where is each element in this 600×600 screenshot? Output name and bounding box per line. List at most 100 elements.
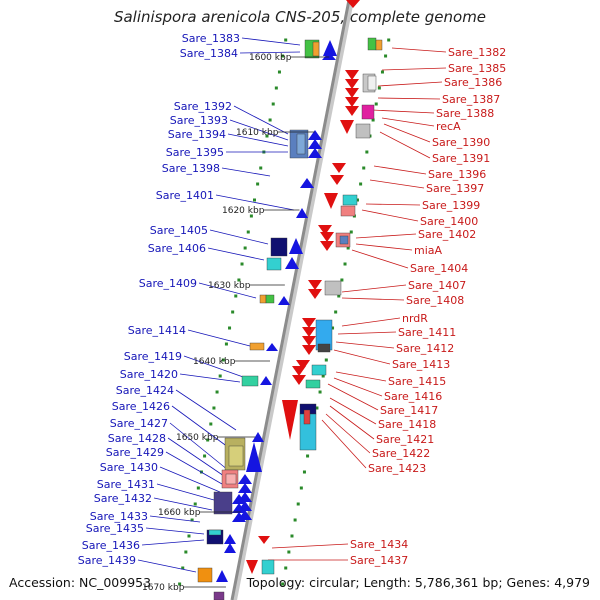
gene-arrow-reverse [324, 193, 338, 209]
gene-label-right: Sare_1408 [406, 294, 464, 307]
tick-mark-left [187, 534, 191, 538]
gene-block [261, 559, 275, 575]
connector-right [341, 284, 407, 293]
gene-label-right: Sare_1437 [350, 554, 408, 567]
gene-label-right: Sare_1391 [432, 152, 490, 165]
connector-right [377, 81, 443, 87]
gene-label-right: Sare_1382 [448, 46, 506, 59]
tick-mark-left [203, 454, 207, 458]
tick-mark-left [256, 182, 260, 186]
gene-arrow-forward [285, 257, 299, 269]
tick-mark-left [265, 134, 269, 138]
tick-mark-left [196, 486, 200, 490]
connector-right [271, 543, 349, 549]
connector-left [159, 466, 221, 493]
gene-arrow-forward [296, 208, 308, 218]
gene-label-right: Sare_1417 [380, 404, 438, 417]
connector-left [207, 247, 265, 261]
gene-arrow-forward [308, 148, 322, 158]
gene-label-left: Sare_1428 [108, 432, 166, 445]
tick-mark-right [284, 566, 288, 570]
gene-label-right: Sare_1397 [426, 182, 484, 195]
gene-block [249, 342, 265, 351]
connector-right [351, 249, 409, 269]
tick-mark-left [246, 230, 250, 234]
tick-mark-left [212, 406, 216, 410]
kbp-labels: 1600 kbp 1610 kbp 1620 kbp 1630 kbp 1640 kbp… [142, 53, 330, 593]
tick-mark-left [178, 582, 182, 586]
gene-block [367, 75, 377, 91]
gene-arrow-forward [252, 432, 264, 442]
connector-left [153, 497, 213, 511]
gene-block [213, 491, 233, 515]
tick-mark-left [184, 550, 188, 554]
tick-mark-right [315, 406, 319, 410]
tick-mark-right [349, 230, 353, 234]
gene-arrow-forward [232, 494, 246, 504]
connector-right [329, 397, 377, 425]
gene-arrow-reverse [346, 0, 360, 8]
tick-mark-right [384, 54, 388, 58]
connector-left [233, 105, 289, 135]
gene-arrow-forward [246, 442, 262, 472]
gene-label-left: Sare_1429 [106, 446, 164, 459]
kbp-label: 1650 kbp [176, 433, 219, 443]
gene-label-right: Sare_1413 [392, 358, 450, 371]
tick-mark-right [287, 550, 291, 554]
tick-mark-right [324, 358, 328, 362]
tick-mark-left [224, 342, 228, 346]
gene-label-right: Sare_1386 [444, 76, 502, 89]
connector-left [179, 373, 241, 383]
gene-arrow-reverse [332, 163, 346, 173]
connector-right [327, 383, 379, 411]
gene-block [305, 379, 321, 389]
gene-arrow-reverse [308, 289, 322, 299]
tick-mark-left [234, 294, 238, 298]
tick-mark-right [337, 294, 341, 298]
gene-label-right: Sare_1400 [420, 215, 478, 228]
gene-label-left: Sare_1431 [97, 478, 155, 491]
gene-label-left: Sare_1430 [100, 461, 158, 474]
connector-right [337, 331, 397, 335]
tick-marks [178, 38, 391, 586]
tick-mark-right [356, 198, 359, 202]
gene-label-left: Sare_1420 [120, 368, 178, 381]
connector-right [335, 371, 387, 382]
gene-arrow-forward [232, 503, 246, 513]
gene-arrow-forward [238, 474, 252, 484]
connector-right [355, 233, 417, 239]
gene-block [375, 39, 383, 51]
gene-block [340, 205, 356, 217]
connector-left [241, 37, 301, 46]
connector-right [373, 165, 427, 175]
gene-arrow-forward [216, 570, 228, 582]
gene-label-right: Sare_1434 [350, 538, 408, 551]
tick-mark-left [218, 374, 222, 378]
connector-right [379, 131, 431, 159]
tick-mark-right [290, 534, 294, 538]
gene-arrow-reverse [258, 536, 270, 544]
tick-mark-right [299, 486, 303, 490]
tick-mark-right [306, 454, 310, 458]
gene-arrow-forward [323, 40, 337, 56]
gene-block [324, 280, 342, 296]
gene-arrow-reverse [320, 241, 334, 251]
connector-left [239, 51, 301, 54]
connector-right [355, 243, 413, 251]
gene-arrow-forward [278, 296, 290, 305]
gene-block [259, 294, 267, 304]
tick-mark-right [302, 470, 306, 474]
gene-block [266, 257, 282, 271]
gene-arrow-reverse [345, 97, 359, 107]
gene-label-left: Sare_1419 [124, 350, 182, 363]
connector-left [183, 355, 247, 379]
connector-right [369, 179, 425, 189]
kbp-label: 1620 kbp [222, 206, 265, 216]
gene-block [208, 529, 222, 536]
gene-labels: Sare_1383Sare_1384Sare_1392Sare_1393Sare… [78, 32, 507, 567]
tick-mark-left [228, 326, 232, 330]
gene-arrow-reverse [296, 360, 310, 370]
kbp-label: 1640 kbp [193, 357, 236, 367]
kbp-label: 1660 kbp [158, 508, 201, 518]
